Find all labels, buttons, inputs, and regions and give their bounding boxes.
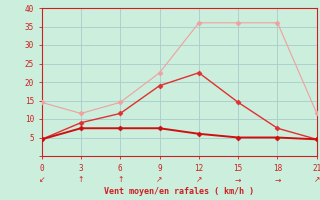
Text: ↑: ↑ — [78, 175, 84, 184]
Text: ↗: ↗ — [314, 175, 320, 184]
Text: ↗: ↗ — [196, 175, 202, 184]
Text: ↗: ↗ — [156, 175, 163, 184]
Text: ↑: ↑ — [117, 175, 124, 184]
Text: →: → — [235, 175, 241, 184]
X-axis label: Vent moyen/en rafales ( km/h ): Vent moyen/en rafales ( km/h ) — [104, 187, 254, 196]
Text: ↙: ↙ — [38, 175, 45, 184]
Text: →: → — [274, 175, 281, 184]
